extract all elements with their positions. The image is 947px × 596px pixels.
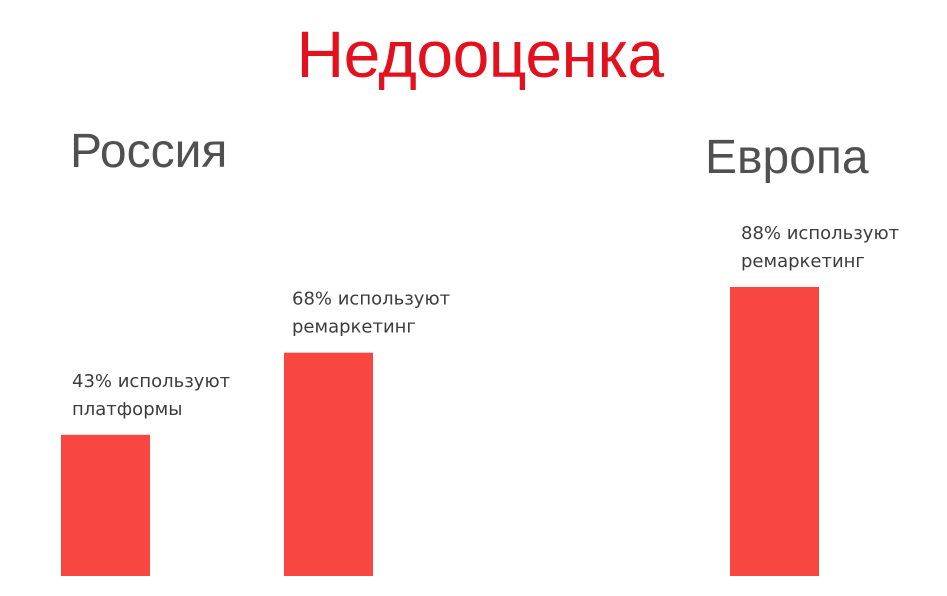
bar-3-label-line-2: ремаркетинг: [741, 251, 865, 272]
chart-title: Недооценка: [296, 17, 664, 91]
bar-2-label-line-2: ремаркетинг: [292, 317, 416, 338]
bar-2: [284, 352, 373, 576]
group-label-russia: Россия: [70, 125, 228, 178]
bar-3-label-line-1: 88% используют: [741, 223, 899, 244]
bar-3: [730, 287, 819, 576]
bar-2-label-line-1: 68% используют: [292, 289, 450, 310]
group-label-europe: Европа: [705, 131, 869, 184]
bar-1-label-line-1: 43% используют: [72, 371, 230, 392]
bar-1-label-line-2: платформы: [72, 399, 182, 420]
bar-1: [61, 434, 150, 576]
